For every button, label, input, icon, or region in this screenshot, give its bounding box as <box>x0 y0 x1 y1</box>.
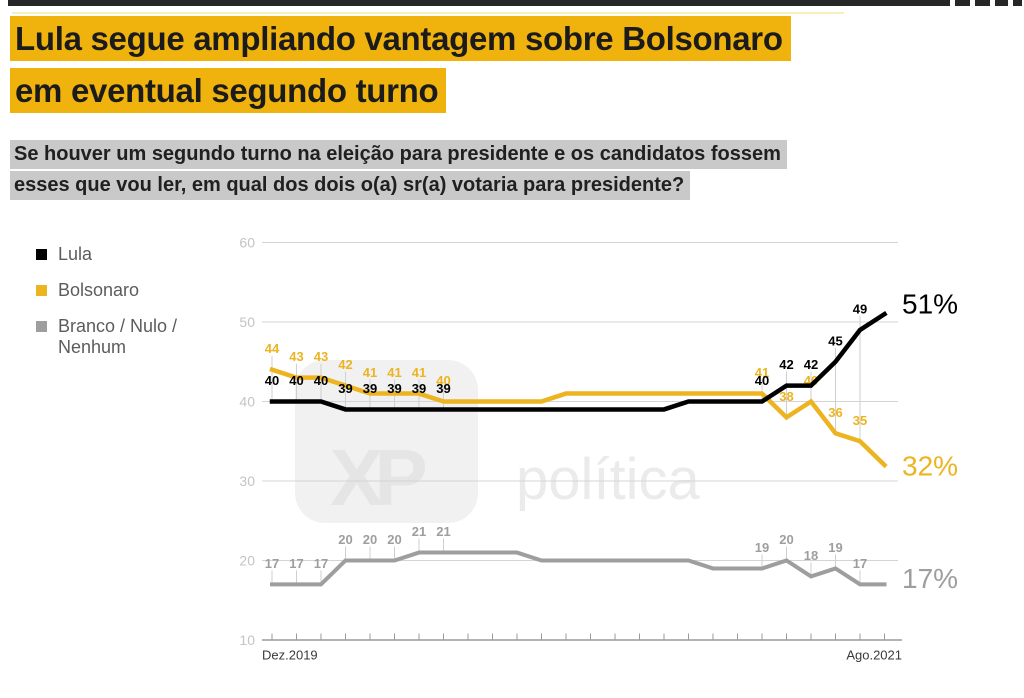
point-label-bolsonaro: 43 <box>314 349 328 364</box>
point-label-branco: 19 <box>755 540 769 555</box>
series-line-lula <box>269 310 888 412</box>
legend-item-lula: Lula <box>36 244 180 265</box>
point-label-lula: 39 <box>436 381 450 396</box>
point-label-branco: 18 <box>804 548 818 563</box>
point-label-branco: 17 <box>265 556 279 571</box>
point-label-bolsonaro: 35 <box>853 413 867 428</box>
point-label-lula: 40 <box>265 373 279 388</box>
point-label-bolsonaro: 41 <box>755 365 769 380</box>
end-label-branco: 17% <box>902 563 958 594</box>
title-line-1: Lula segue ampliando vantagem sobre Bols… <box>10 16 791 61</box>
point-label-bolsonaro: 41 <box>363 365 377 380</box>
legend-swatch-branco-nulo <box>36 321 47 332</box>
window-edge-strip <box>8 0 1022 6</box>
point-label-bolsonaro: 44 <box>265 341 280 356</box>
point-label-bolsonaro: 42 <box>338 357 352 372</box>
legend-item-branco-nulo: Branco / Nulo / Nenhum <box>36 316 180 358</box>
y-tick-label: 10 <box>239 632 255 648</box>
point-label-branco: 21 <box>412 524 426 539</box>
point-label-branco: 20 <box>779 532 793 547</box>
legend-item-bolsonaro: Bolsonaro <box>36 280 180 301</box>
legend-label-lula: Lula <box>58 244 93 264</box>
point-label-lula: 39 <box>338 381 352 396</box>
point-label-lula: 42 <box>804 357 818 372</box>
point-label-lula: 40 <box>289 373 303 388</box>
xp-logo-text: XP <box>330 433 428 522</box>
point-label-branco: 20 <box>363 532 377 547</box>
y-tick-label: 40 <box>239 394 255 410</box>
point-label-lula: 45 <box>828 333 842 348</box>
point-label-bolsonaro: 36 <box>828 405 842 420</box>
subtitle-line-2: esses que vou ler, em qual dos dois o(a)… <box>10 171 691 200</box>
end-label-bolsonaro: 32% <box>902 451 958 482</box>
point-label-lula: 40 <box>755 373 769 388</box>
point-label-branco: 20 <box>338 532 352 547</box>
point-label-bolsonaro: 43 <box>289 349 303 364</box>
divider-line <box>12 12 844 14</box>
strip-notch <box>970 0 975 6</box>
point-label-lula: 49 <box>853 301 867 316</box>
survey-question: Se houver um segundo turno na eleição pa… <box>10 140 787 202</box>
y-tick-label: 30 <box>239 473 255 489</box>
series-line-bolsonaro <box>269 366 888 469</box>
series-line-branco <box>270 550 887 587</box>
point-label-bolsonaro: 41 <box>412 365 426 380</box>
chart-legend: Lula Bolsonaro Branco / Nulo / Nenhum <box>36 244 180 358</box>
legend-swatch-bolsonaro <box>36 285 47 296</box>
point-label-lula: 39 <box>412 381 426 396</box>
legend-swatch-lula <box>36 249 47 260</box>
legend-label-bolsonaro: Bolsonaro <box>58 280 140 300</box>
strip-notch <box>990 0 995 6</box>
x-axis-label-end: Ago.2021 <box>846 648 902 663</box>
xp-logo-watermark <box>295 360 478 523</box>
point-label-branco: 21 <box>436 524 450 539</box>
strip-notch <box>1008 0 1013 6</box>
point-label-branco: 20 <box>387 532 401 547</box>
y-tick-label: 50 <box>239 314 255 330</box>
point-label-bolsonaro: 38 <box>779 389 793 404</box>
point-label-lula: 40 <box>314 373 328 388</box>
point-label-bolsonaro: 41 <box>387 365 401 380</box>
point-label-branco: 17 <box>853 556 867 571</box>
y-tick-label: 60 <box>239 235 255 251</box>
y-tick-label: 20 <box>239 553 255 569</box>
page-title: Lula segue ampliando vantagem sobre Bols… <box>10 16 791 120</box>
point-label-lula: 39 <box>363 381 377 396</box>
point-label-branco: 19 <box>828 540 842 555</box>
subtitle-line-1: Se houver um segundo turno na eleição pa… <box>10 140 787 169</box>
point-label-bolsonaro: 40 <box>436 373 450 388</box>
title-line-2: em eventual segundo turno <box>10 68 447 113</box>
strip-notch <box>950 0 955 6</box>
politica-watermark-text: política <box>516 447 700 512</box>
x-axis-label-start: Dez.2019 <box>262 648 318 663</box>
end-label-lula: 51% <box>902 289 958 320</box>
point-label-branco: 17 <box>314 556 328 571</box>
point-label-lula: 39 <box>387 381 401 396</box>
legend-label-branco-nulo: Branco / Nulo / Nenhum <box>58 316 178 357</box>
point-label-branco: 17 <box>289 556 303 571</box>
point-label-lula: 42 <box>779 357 793 372</box>
